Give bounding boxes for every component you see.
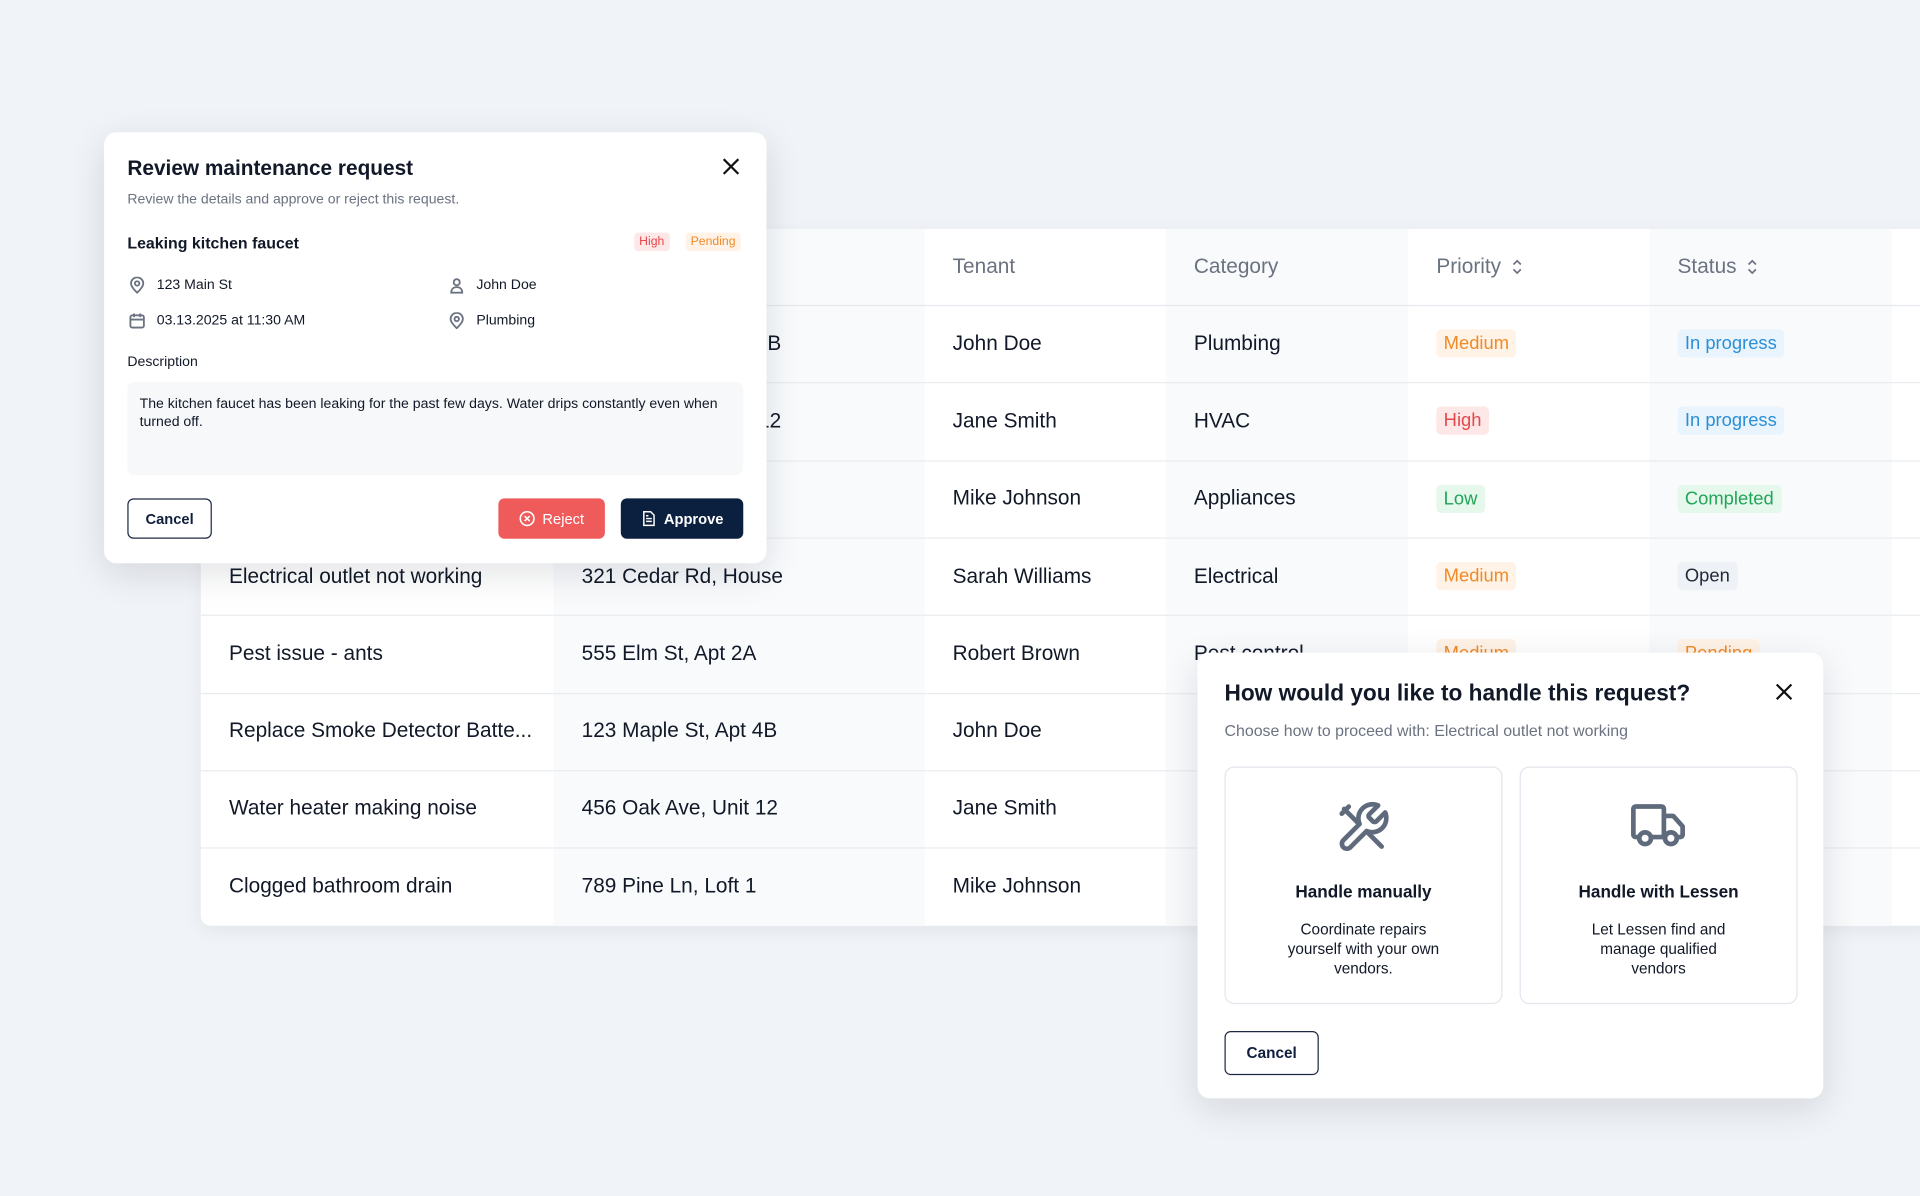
address-info: 123 Main St [129, 276, 232, 294]
header-divider [200, 304, 1920, 307]
table-cell: Sarah Williams [952, 563, 1092, 588]
label: Cancel [1246, 1044, 1297, 1062]
row-divider [200, 614, 1920, 617]
table-cell: Pest issue - ants [228, 641, 383, 665]
table-cell: Mike Johnson [952, 873, 1082, 898]
sort-icon [1748, 259, 1757, 275]
modal-title: Review maintenance request [127, 156, 414, 181]
table-cell: 123 Maple St, Apt 4B [581, 718, 778, 743]
option-description: Coordinate repairs yourself with your ow… [1287, 920, 1440, 978]
category-info: Plumbing [448, 312, 536, 330]
option-card[interactable]: Handle manually Coordinate repairs yours… [1224, 766, 1503, 1005]
option-title: Handle manually [1295, 881, 1432, 902]
badge: Open [1677, 562, 1738, 591]
badge: High [1436, 407, 1489, 436]
date: 03.13.2025 at 11:30 AM [156, 313, 306, 329]
table-cell: Robert Brown [952, 641, 1080, 665]
description-box: The kitchen faucet has been leaking for … [127, 382, 744, 476]
table-cell: 789 Pine Ln, Loft 1 [581, 873, 757, 898]
table-cell: B [767, 331, 782, 355]
table-cell: John Doe [952, 331, 1042, 355]
option-description: Let Lessen find and manage qualified ven… [1591, 920, 1726, 978]
table-cell: Medium [1436, 537, 1517, 615]
header-label: Status [1677, 254, 1737, 278]
row-divider [200, 382, 1920, 384]
row-divider [200, 537, 1920, 539]
header-label: Tenant [952, 254, 1016, 278]
table-cell: Plumbing [1193, 331, 1281, 355]
badge: Completed [1677, 484, 1782, 513]
table-cell: Jane Smith [952, 796, 1057, 820]
header-cell: Category [1194, 229, 1278, 305]
row-divider [200, 692, 1920, 694]
status-badge: Pending [685, 232, 741, 252]
badge: Medium [1436, 329, 1517, 358]
table-cell: In progress [1677, 305, 1785, 383]
table-cell: In progress [1677, 382, 1785, 460]
table-cell: High [1436, 382, 1489, 460]
date-info: 03.13.2025 at 11:30 AM [129, 312, 306, 329]
tools-icon [1339, 801, 1389, 852]
handle-modal: How would you like to handle this reques… [1197, 652, 1824, 1099]
sort-icon [1512, 259, 1522, 275]
approve-button[interactable]: Approve [620, 498, 744, 539]
label: Reject [542, 510, 585, 528]
reject-button[interactable]: Reject [498, 498, 605, 539]
category: Plumbing [476, 313, 536, 329]
review-modal: Review maintenance request Review the de… [104, 132, 767, 564]
modal-subtitle: Review the details and approve or reject… [127, 192, 460, 207]
badge: Low [1436, 484, 1485, 513]
cancel-button[interactable]: Cancel [127, 498, 212, 539]
header-cell: Tenant [953, 229, 1016, 305]
address: 123 Main St [156, 277, 232, 293]
row-divider [200, 769, 1920, 772]
badge: In progress [1677, 407, 1785, 436]
header-cell[interactable]: Priority [1436, 229, 1523, 305]
option-title: Handle with Lessen [1578, 881, 1739, 902]
modal-subtitle: Choose how to proceed with: Electrical o… [1224, 721, 1628, 740]
table-cell: Medium [1436, 305, 1517, 383]
label: Cancel [145, 510, 194, 528]
table-cell: 555 Elm St, Apt 2A [581, 641, 757, 665]
table-cell: Clogged bathroom drain [228, 873, 453, 898]
truck-icon [1631, 804, 1686, 847]
cancel-button[interactable]: Cancel [1224, 1031, 1319, 1076]
option-card[interactable]: Handle with Lessen Let Lessen find and m… [1519, 766, 1798, 1005]
modal-title: How would you like to handle this reques… [1224, 679, 1691, 706]
table-cell: Jane Smith [952, 408, 1057, 433]
label: Approve [663, 510, 724, 528]
table-cell: HVAC [1193, 408, 1251, 433]
header-label: Category [1193, 254, 1279, 278]
table-cell: 321 Cedar Rd, House [581, 563, 783, 588]
badge: In progress [1677, 329, 1785, 358]
header-cell[interactable]: Status [1678, 229, 1759, 305]
row-divider [200, 459, 1920, 462]
table-cell: Electrical [1193, 563, 1279, 588]
tenant-info: John Doe [448, 277, 537, 294]
requests-table: Tenant Category Priority Status B John Doe Plu… [200, 228, 1920, 926]
table-cell: Water heater making noise [228, 796, 477, 820]
table-cell: Open [1677, 537, 1738, 615]
table-cell: John Doe [952, 718, 1042, 743]
row-divider [200, 847, 1920, 849]
table-cell: Mike Johnson [952, 486, 1082, 510]
table-cell: 456 Oak Ave, Unit 12 [581, 796, 778, 820]
table-cell: Electrical outlet not working [228, 563, 483, 588]
header-label: Priority [1436, 254, 1502, 278]
tenant: John Doe [476, 277, 537, 293]
badge: Medium [1436, 562, 1517, 591]
priority-badge: High [634, 232, 670, 252]
table-cell: Replace Smoke Detector Batte... [228, 718, 533, 743]
table-cell: Low [1436, 460, 1485, 538]
table-cell: Appliances [1193, 486, 1296, 510]
close-button[interactable] [1775, 683, 1793, 700]
close-button[interactable] [722, 158, 740, 175]
request-title: Leaking kitchen faucet [127, 233, 299, 253]
description-label: Description [127, 355, 198, 370]
table-cell: Completed [1677, 460, 1782, 538]
